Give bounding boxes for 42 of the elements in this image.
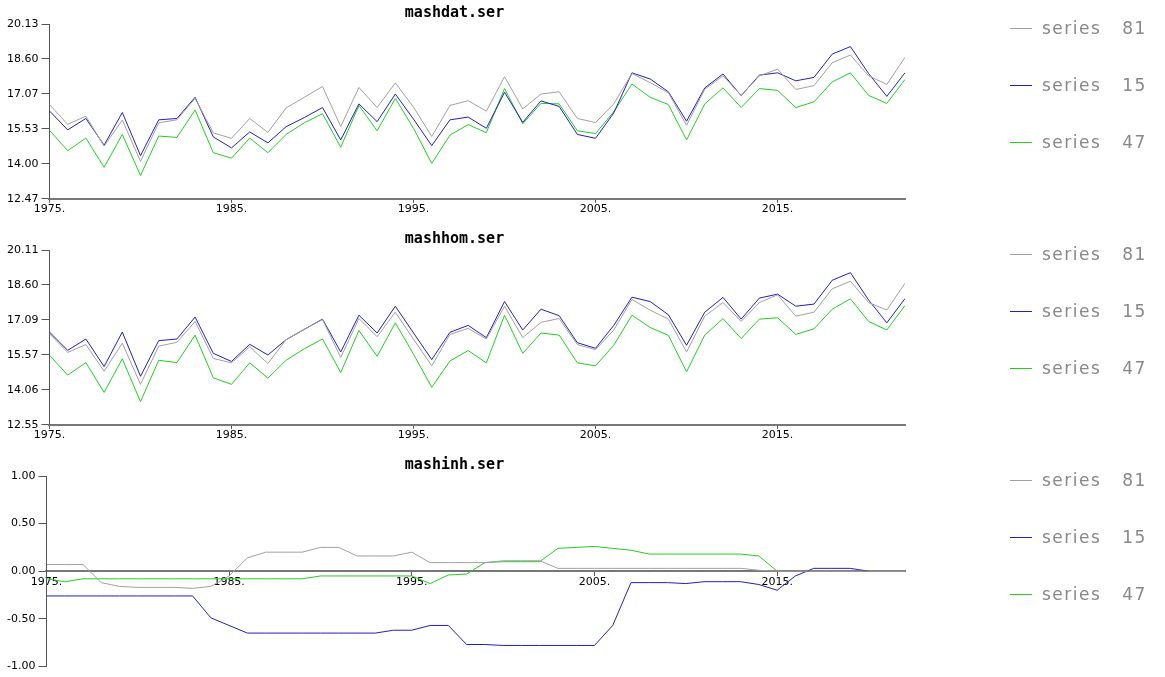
legend-label: series 81 [1042, 18, 1147, 38]
y-tick-label: 12.55 [6, 417, 39, 431]
y-tick-label: 18.60 [6, 277, 39, 291]
y-tick-label: 0.50 [10, 516, 36, 530]
x-tick-label: 2015. [761, 574, 793, 588]
legend-label: series 47 [1042, 358, 1147, 378]
y-tick-label: 14.06 [6, 382, 39, 396]
x-tick-label: 2005. [578, 574, 611, 588]
chart-title: mashinh.ser [404, 454, 505, 473]
y-tick-label: 14.00 [6, 156, 39, 170]
legend-label: series 47 [1042, 584, 1147, 604]
x-tick-label: 1985. [215, 202, 248, 216]
y-tick-label: 20.13 [6, 16, 39, 30]
y-tick-label: 15.53 [6, 121, 39, 135]
legend-label: series 81 [1042, 244, 1147, 264]
x-tick-label: 1995. [396, 574, 428, 588]
x-tick-label: 2005. [579, 202, 612, 216]
y-tick-label: 18.60 [6, 51, 39, 65]
y-tick-label: 17.07 [6, 86, 39, 100]
x-tick-label: 2015. [761, 202, 794, 216]
x-tick-label: 1985. [215, 428, 248, 442]
y-tick-label: 0.00 [10, 564, 36, 578]
y-tick-label: 15.57 [6, 347, 39, 361]
x-tick-label: 1975. [33, 428, 66, 442]
y-tick-label: 20.11 [6, 242, 39, 256]
x-tick-label: 2015. [761, 428, 794, 442]
legend-label: series 15 [1042, 75, 1147, 95]
x-tick-label: 2005. [579, 428, 612, 442]
x-tick-label: 1975. [33, 202, 66, 216]
legend-label: series 15 [1042, 301, 1147, 321]
x-tick-label: 1995. [397, 428, 430, 442]
legend-label: series 47 [1042, 132, 1147, 152]
y-tick-label: 17.09 [6, 312, 39, 326]
y-tick-label: 1.00 [10, 468, 36, 482]
legend-label: series 81 [1042, 470, 1147, 490]
chart-title: mashdat.ser [404, 2, 505, 21]
x-tick-label: 1995. [397, 202, 430, 216]
y-tick-label: -0.50 [6, 611, 36, 625]
chart-title: mashhom.ser [404, 228, 505, 247]
y-tick-label: 12.47 [6, 191, 39, 205]
legend-label: series 15 [1042, 527, 1147, 547]
y-tick-label: -1.00 [6, 659, 36, 673]
